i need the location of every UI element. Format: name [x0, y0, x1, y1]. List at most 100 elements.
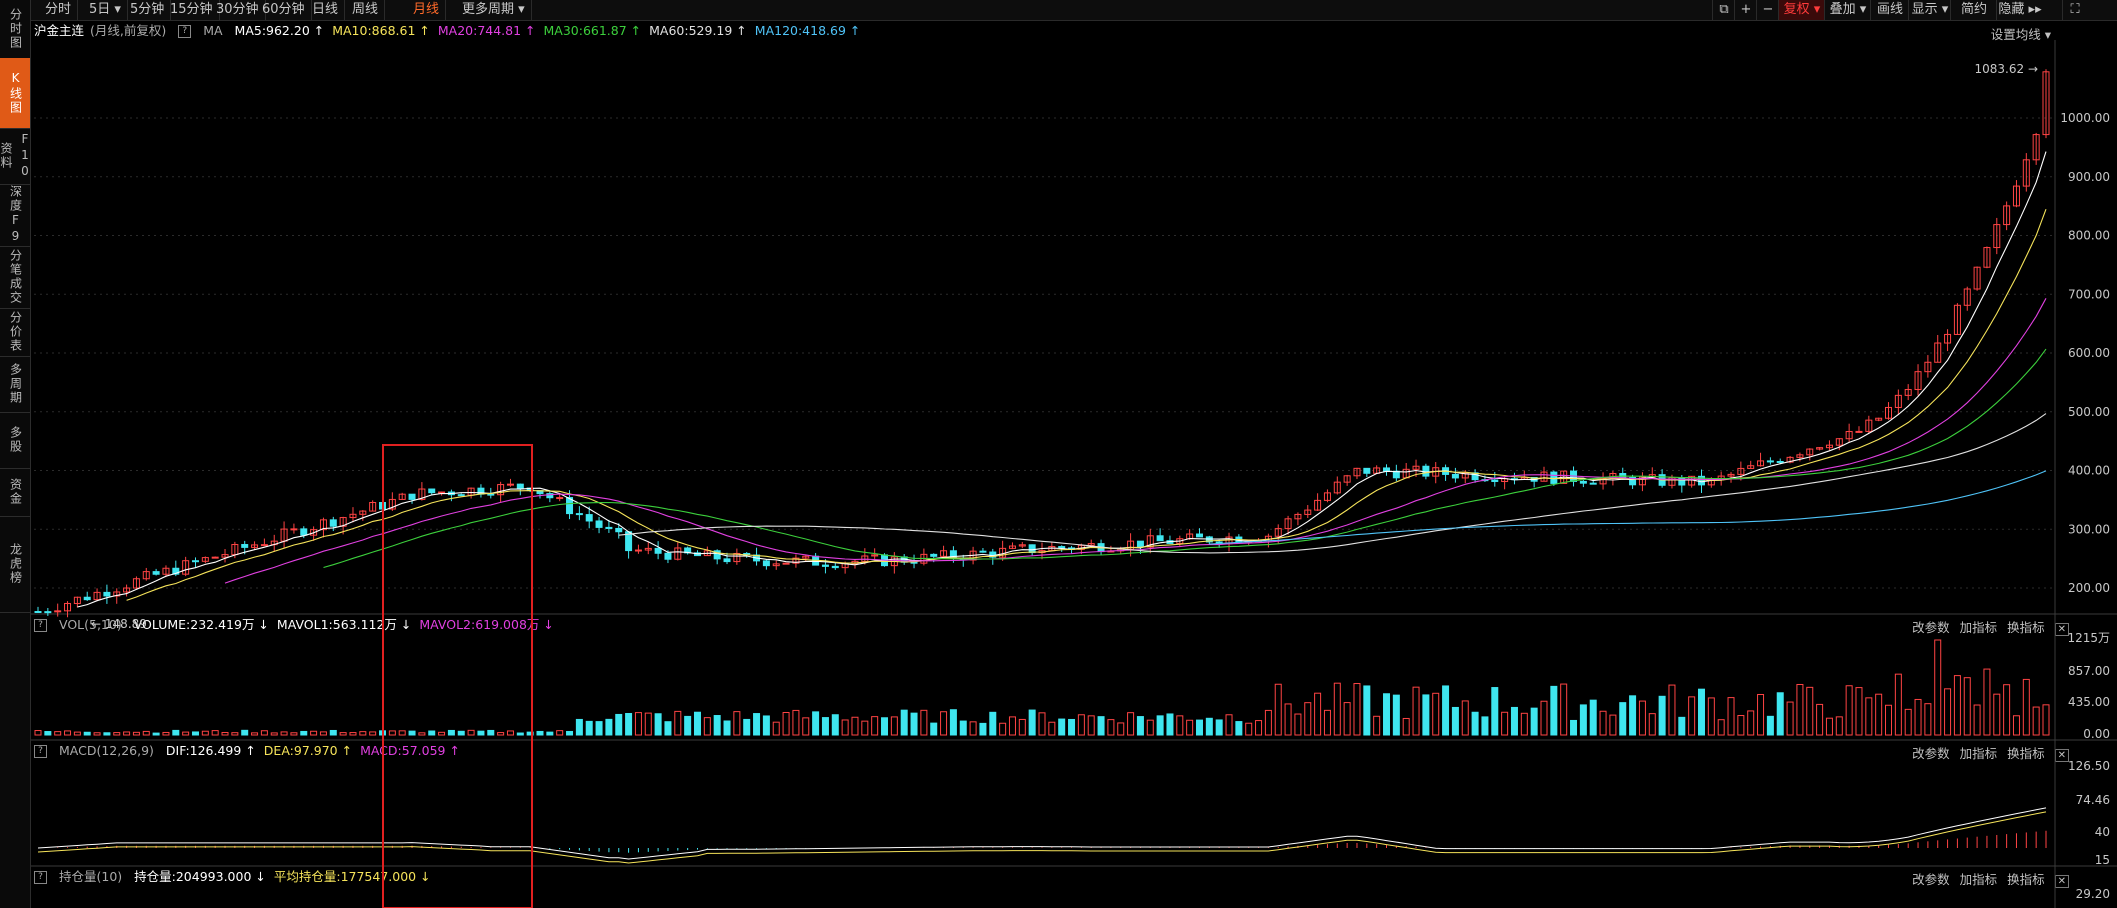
candle — [1786, 456, 1794, 463]
vol-bar — [1195, 719, 1203, 736]
vol-bar — [1087, 715, 1095, 736]
vol-item-1: MAVOL1:563.112万 ↓ — [276, 617, 412, 632]
toolbar-btn-0[interactable]: ⧉ — [1712, 0, 1735, 20]
toolbar-btn-2[interactable]: − — [1756, 0, 1779, 20]
candle — [398, 493, 406, 500]
vol-bar — [349, 732, 357, 736]
tab-8[interactable]: 月线 — [407, 0, 447, 20]
macd-link-1[interactable]: 加指标 — [1959, 746, 1998, 761]
help-icon[interactable]: ? — [178, 25, 192, 38]
instrument-name[interactable]: 沪金主连 — [34, 23, 85, 38]
oi-link-0[interactable]: 改参数 — [1912, 872, 1950, 887]
vol-bar — [1028, 709, 1036, 736]
vol-bar — [467, 729, 475, 736]
sidebar-item-7[interactable]: 多股 — [0, 412, 30, 469]
oi-indicator-name[interactable]: 持仓量(10) — [58, 869, 123, 884]
tab-1[interactable]: 5日 ▾ — [83, 0, 128, 20]
vol-link-2[interactable]: 换指标 — [2007, 620, 2045, 635]
macd-link-2[interactable]: 换指标 — [2007, 746, 2045, 761]
oi-close-icon[interactable]: ✕ — [2054, 875, 2069, 888]
tab-9[interactable]: 更多周期 ▾ — [456, 0, 532, 20]
price-tick-5: 500.00 — [2068, 405, 2110, 419]
candle — [1737, 467, 1745, 475]
tab-6[interactable]: 日线 — [306, 0, 346, 20]
vol-bar — [536, 730, 544, 736]
vol-bar — [1146, 719, 1154, 736]
toolbar-btn-3[interactable]: 复权 ▾ — [1778, 0, 1825, 20]
macd-link-0[interactable]: 改参数 — [1912, 746, 1950, 761]
candle — [1599, 477, 1607, 485]
vol-link-1[interactable]: 加指标 — [1959, 620, 1998, 635]
vol-bar — [1737, 715, 1745, 736]
low-label: ← 148.89 — [91, 617, 147, 631]
vol-bar — [1609, 714, 1617, 736]
candle — [1136, 540, 1144, 548]
macd-indicator-name[interactable]: MACD(12,26,9) — [58, 743, 154, 758]
toolbar-btn-9[interactable]: ⛶ — [2062, 0, 2087, 20]
toolbar-btn-4[interactable]: 叠加 ▾ — [1824, 0, 1871, 20]
candle — [123, 587, 131, 593]
candle — [1383, 467, 1391, 472]
vol-bar — [1264, 709, 1272, 736]
vol-bar — [802, 717, 810, 736]
vol-bar — [556, 730, 564, 736]
toolbar-btn-8[interactable]: 隐藏 ▸▸ — [1996, 0, 2043, 20]
toolbar-btn-5[interactable]: 画线 — [1870, 0, 1909, 20]
vol-bar — [132, 731, 140, 736]
tab-3[interactable]: 15分钟 — [164, 0, 220, 20]
help-icon[interactable]: ? — [34, 871, 47, 884]
sidebar-item-4[interactable]: 分笔成交 — [0, 246, 30, 309]
vol-bar — [1166, 713, 1174, 736]
vol-bar — [959, 720, 967, 736]
vol-indicator-name[interactable]: VOL(5,10) — [58, 617, 122, 632]
help-icon[interactable]: ? — [34, 745, 47, 758]
toolbar-btn-1[interactable]: + — [1734, 0, 1757, 20]
price-tick-3: 700.00 — [2068, 287, 2110, 301]
vol-bar — [1806, 686, 1814, 736]
ma-settings-link[interactable]: 设置均线 ▾ — [1990, 27, 2051, 42]
vol-bar — [1894, 673, 1902, 736]
oi-link-2[interactable]: 换指标 — [2007, 872, 2045, 887]
sidebar-item-1[interactable]: K线图 — [0, 58, 30, 129]
vol-bar — [1097, 716, 1105, 736]
vol-bar — [1274, 683, 1282, 736]
macd-close-icon[interactable]: ✕ — [2054, 749, 2069, 762]
sidebar-item-3[interactable]: 深度F9 — [0, 184, 30, 247]
vol-bar — [989, 711, 997, 736]
sidebar-item-8[interactable]: 资金 — [0, 468, 30, 517]
tab-0[interactable]: 分时 — [39, 0, 79, 20]
vol-bar — [93, 732, 101, 736]
sidebar-item-5[interactable]: 分价表 — [0, 308, 30, 357]
vol-bar — [201, 730, 209, 736]
vol-bar — [1599, 710, 1607, 736]
vol-bar — [1186, 719, 1194, 736]
tab-7[interactable]: 周线 — [346, 0, 386, 20]
candle — [103, 591, 111, 597]
vol-bar — [999, 722, 1007, 736]
oi-link-1[interactable]: 加指标 — [1959, 872, 1998, 887]
tab-2[interactable]: 5分钟 — [124, 0, 172, 20]
candle — [1491, 479, 1499, 482]
sidebar-item-9[interactable]: 龙虎榜 — [0, 516, 30, 613]
vol-bar — [1885, 704, 1893, 736]
vol-bar — [605, 718, 613, 736]
macd-tick-0: 126.50 — [2068, 759, 2110, 773]
toolbar-btn-6[interactable]: 显示 ▾ — [1908, 0, 1951, 20]
vol-bar — [1953, 675, 1961, 736]
candle — [1766, 460, 1774, 463]
sidebar-item-6[interactable]: 多周期 — [0, 356, 30, 413]
tab-4[interactable]: 30分钟 — [210, 0, 266, 20]
toolbar-btn-7[interactable]: 简约 — [1950, 0, 1997, 20]
candle — [438, 491, 446, 494]
tab-5[interactable]: 60分钟 — [256, 0, 312, 20]
candle — [1934, 342, 1942, 363]
sidebar-item-2[interactable]: F10资料 — [0, 128, 32, 185]
help-icon[interactable]: ? — [34, 619, 47, 632]
vol-bar — [1648, 713, 1656, 736]
vol-bar — [339, 732, 347, 736]
vol-bar — [900, 709, 908, 736]
vol-link-0[interactable]: 改参数 — [1912, 620, 1950, 635]
vol-close-icon[interactable]: ✕ — [2054, 623, 2069, 636]
vol-bar — [1432, 692, 1440, 736]
